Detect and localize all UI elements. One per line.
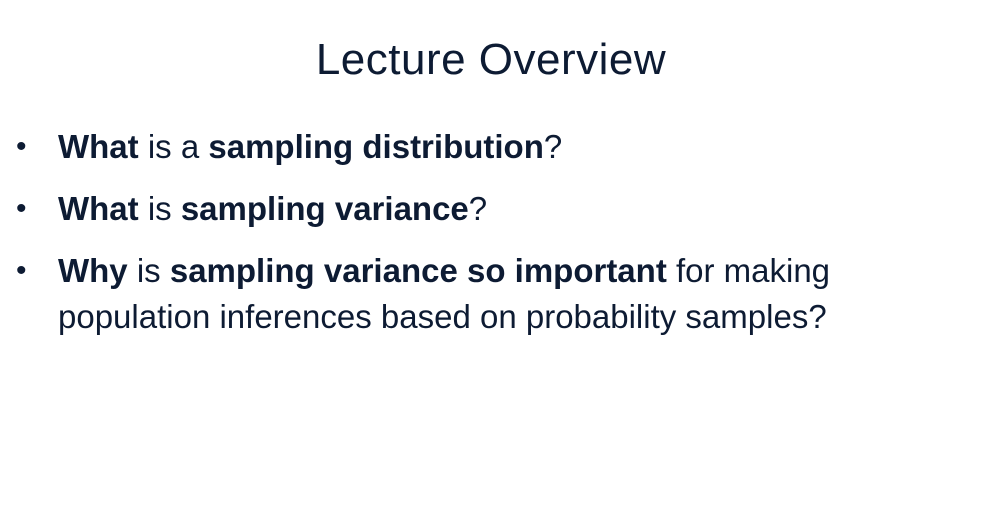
bullet-text-bold: sampling variance so important: [169, 252, 667, 289]
bullet-text-bold: sampling variance: [180, 190, 469, 227]
bullet-list: • What is a sampling distribution? • Wha…: [0, 124, 982, 356]
bullet-text: is a: [138, 128, 209, 165]
slide-title: Lecture Overview: [315, 35, 667, 84]
bullet-dot: •: [16, 130, 27, 163]
bullet-item: • What is sampling variance?: [0, 186, 982, 232]
bullet-text-bold: Why: [58, 252, 128, 289]
bullet-item: • What is a sampling distribution?: [0, 124, 982, 170]
bullet-item: • Why is sampling variance so important …: [0, 248, 982, 340]
bullet-text-bold: What: [58, 128, 139, 165]
bullet-text: is: [138, 190, 181, 227]
bullet-dot: •: [16, 254, 27, 287]
bullet-text: ?: [543, 128, 563, 165]
bullet-text: for making population inferences based o…: [58, 252, 831, 335]
bullet-text-bold: sampling distribution: [208, 128, 544, 165]
bullet-text: is: [127, 252, 170, 289]
bullet-text-bold: What: [58, 190, 139, 227]
bullet-dot: •: [16, 192, 27, 225]
bullet-text: ?: [468, 190, 488, 227]
